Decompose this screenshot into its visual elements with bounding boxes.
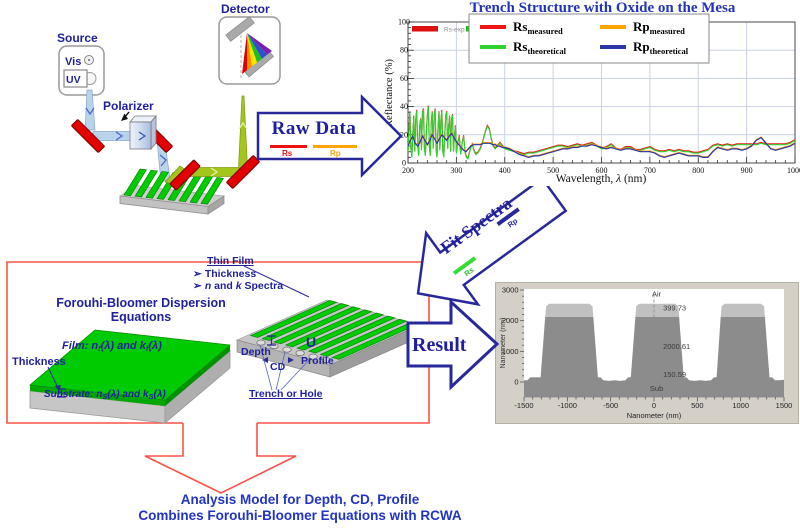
trench-openings bbox=[256, 339, 331, 364]
annotation-2000.61: 2000.61 bbox=[663, 342, 690, 351]
oxide-cap bbox=[545, 303, 594, 317]
cd-arrows-icon bbox=[262, 357, 294, 363]
x-axis-title: Wavelength, λ (nm) bbox=[556, 173, 647, 185]
film-equation-label: Film: nf(λ) and kf(λ) bbox=[62, 340, 162, 353]
film-layer bbox=[29, 329, 231, 401]
legend-box bbox=[468, 13, 710, 64]
thickness-marker-icon bbox=[57, 388, 66, 398]
annotation-Sub: Sub bbox=[650, 384, 663, 393]
svg-text:-1000: -1000 bbox=[558, 401, 577, 410]
spectra-chart: 200 300 400 500 600 700 800 900 1000 0 20 40 60 80 100… bbox=[384, 13, 800, 185]
film-substrate-slab bbox=[29, 329, 231, 424]
svg-text:200: 200 bbox=[402, 166, 414, 175]
raw-data-arrow: Raw Data Rs Rp bbox=[255, 92, 405, 178]
bullet-icon: ➢ bbox=[193, 280, 202, 293]
profile-chart-panel: -1500 -1000 -500 0 500 1000 1500 0 1000 2000 3000 A… bbox=[495, 282, 799, 424]
light-source-icon bbox=[58, 45, 105, 96]
rp-underline bbox=[313, 145, 357, 148]
svg-text:2000: 2000 bbox=[502, 316, 519, 325]
series-Rp-theoretical bbox=[408, 132, 795, 159]
svg-text:-1500: -1500 bbox=[514, 401, 533, 410]
result-arrow: Result bbox=[406, 298, 500, 391]
oxide-cap bbox=[635, 303, 680, 317]
caption-line1: Analysis Model for Depth, CD, Profile bbox=[180, 492, 420, 507]
legend-entry: Rpmeasured bbox=[633, 19, 685, 36]
depth-marker-icon bbox=[267, 335, 276, 346]
trench-pointer-lines bbox=[259, 344, 312, 391]
polarizer-pointer-icon bbox=[121, 111, 130, 121]
vis-label: Vis bbox=[65, 56, 81, 68]
legend-entry: Rstheoretical bbox=[513, 39, 567, 56]
result-label: Result bbox=[412, 334, 467, 356]
svg-text:1000: 1000 bbox=[787, 166, 800, 175]
trench-or-hole-label: Trench or Hole bbox=[249, 388, 323, 400]
series-Rs-theoretical bbox=[408, 106, 795, 160]
svg-text:0: 0 bbox=[402, 159, 406, 168]
legend-entry: Rsmeasured bbox=[513, 19, 563, 36]
profile-u-icon: U bbox=[306, 334, 317, 350]
svg-text:-500: -500 bbox=[603, 401, 618, 410]
svg-text:300: 300 bbox=[450, 166, 462, 175]
red-down-arrow-icon bbox=[144, 423, 297, 494]
oxide-cap bbox=[720, 303, 765, 317]
substrate-equation-label: Substrate: nS(λ) and kS(λ) bbox=[44, 389, 166, 401]
svg-text:60: 60 bbox=[400, 74, 408, 83]
svg-text:80: 80 bbox=[400, 46, 408, 55]
grating-3d-model bbox=[236, 265, 421, 391]
y-axis-title: Reflectance (%) bbox=[384, 59, 395, 127]
x-axis-title: Nanometer (nm) bbox=[627, 411, 682, 420]
svg-text:1500: 1500 bbox=[776, 401, 793, 410]
svg-text:800: 800 bbox=[692, 166, 704, 175]
rs-tag: Rs bbox=[282, 149, 293, 158]
svg-text:100: 100 bbox=[398, 18, 410, 27]
thin-film-callout: Thin Film ➢ Thickness ➢ n and k Spectra bbox=[193, 255, 323, 293]
y-axis-title: Nanometer (nm) bbox=[500, 318, 507, 369]
svg-text:400: 400 bbox=[499, 166, 511, 175]
analysis-caption: Analysis Model for Depth, CD, Profile Co… bbox=[78, 492, 522, 523]
rp-tag: Rp bbox=[330, 149, 341, 158]
polarizer-icon bbox=[129, 114, 157, 151]
fit-spectra-arrow: Fit Spectra Rs Rp bbox=[398, 186, 580, 318]
svg-text:1000: 1000 bbox=[732, 401, 749, 410]
rs-fit-tag: Rs bbox=[452, 256, 482, 282]
svg-text:Rs-exp: Rs-exp bbox=[444, 27, 465, 34]
legend-entry: Rptheoretical bbox=[633, 39, 689, 56]
svg-text:0: 0 bbox=[514, 378, 518, 387]
rs-underline bbox=[270, 145, 307, 148]
detector-label: Detector bbox=[221, 2, 270, 16]
polarizer-label: Polarizer bbox=[103, 99, 154, 113]
svg-text:500: 500 bbox=[547, 166, 559, 175]
depth-label: Depth bbox=[241, 346, 271, 358]
svg-text:500: 500 bbox=[691, 401, 704, 410]
caption-line2: Combines Forouhi-Bloomer Equations with … bbox=[138, 507, 462, 523]
svg-text:3000: 3000 bbox=[502, 286, 519, 295]
svg-text:40: 40 bbox=[400, 102, 408, 111]
svg-text:600: 600 bbox=[596, 166, 608, 175]
annotation-399.73: 399.73 bbox=[663, 304, 686, 313]
annotation-150.59: 150.59 bbox=[663, 370, 686, 379]
spectra-chart-title: Trench Structure with Oxide on the Mesa bbox=[469, 0, 736, 16]
bullet-icon: ➢ bbox=[193, 267, 202, 280]
cd-label: CD bbox=[270, 361, 286, 373]
profile-chart: -1500 -1000 -500 0 500 1000 1500 0 1000 2000 3000 A… bbox=[500, 286, 793, 421]
detector-icon bbox=[218, 16, 281, 85]
thin-film-title: Thin Film bbox=[207, 255, 254, 267]
svg-text:900: 900 bbox=[741, 166, 753, 175]
svg-text:0: 0 bbox=[652, 401, 656, 410]
svg-text:20: 20 bbox=[400, 130, 408, 139]
svg-text:700: 700 bbox=[644, 166, 656, 175]
profile-label: Profile bbox=[301, 355, 334, 367]
source-label: Source bbox=[57, 31, 98, 45]
fb-title: Forouhi-Bloomer Dispersion Equations bbox=[56, 296, 226, 324]
annotation-Air: Air bbox=[652, 290, 662, 299]
grating-lines bbox=[249, 300, 420, 360]
svg-text:1000: 1000 bbox=[502, 347, 519, 356]
optical-schematic: Source Vis UV Polarizer Detector bbox=[57, 2, 281, 215]
uv-label: UV bbox=[66, 74, 81, 86]
raw-data-label: Raw Data bbox=[271, 118, 357, 139]
thickness-label: Thickness bbox=[12, 356, 66, 368]
